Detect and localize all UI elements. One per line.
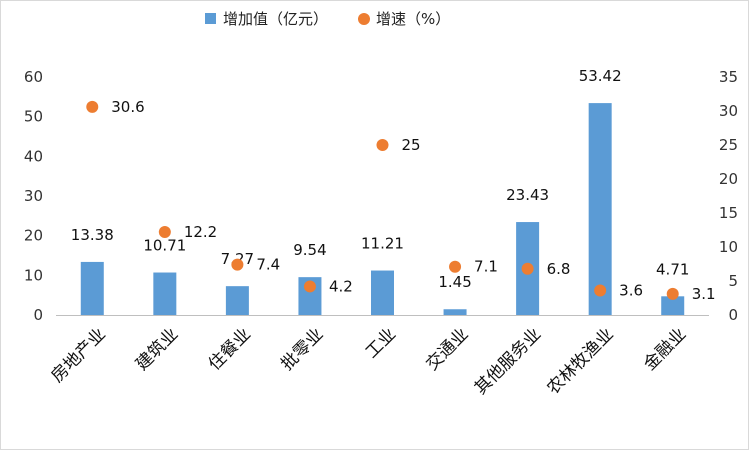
growth-dot: [376, 139, 389, 151]
x-category-label: 批零业: [277, 324, 327, 374]
growth-dot: [521, 262, 534, 275]
bar: [153, 272, 177, 315]
legend-swatch-dot: [358, 13, 370, 25]
y-axis-left: 0 10 20 30 40 50 60: [24, 68, 43, 324]
y-right-tick-label: 15: [719, 204, 738, 222]
y-right-tick-label: 0: [728, 306, 738, 324]
dot-value-label: 25: [402, 136, 421, 154]
growth-dot: [594, 284, 607, 297]
growth-dot: [449, 260, 462, 273]
growth-dot: [86, 100, 99, 113]
bar-series: 13.3810.717.279.5411.211.4523.4353.424.7…: [71, 67, 689, 315]
legend-label-bar: 增加值（亿元）: [223, 10, 328, 28]
growth-dot: [303, 280, 316, 293]
bar-value-label: 9.54: [293, 241, 326, 259]
bar: [371, 270, 394, 315]
x-category-label: 住餐业: [205, 324, 255, 374]
y-left-tick-label: 0: [33, 306, 43, 324]
growth-dot: [231, 258, 244, 271]
bar: [661, 296, 685, 315]
y-right-tick-label: 5: [728, 272, 738, 290]
y-left-tick-label: 30: [24, 187, 43, 205]
dot-value-label: 3.1: [692, 285, 716, 303]
growth-dot: [158, 226, 171, 239]
y-left-tick-label: 60: [24, 68, 43, 86]
bar-value-label: 11.21: [361, 235, 404, 253]
y-left-tick-label: 40: [24, 147, 43, 165]
y-axis-right: 0 5 10 15 20 25 30 35: [719, 68, 738, 324]
x-category-label: 房地产业: [48, 324, 110, 386]
bar: [225, 286, 249, 315]
legend-label-dot: 增速（%）: [376, 10, 450, 28]
bar-value-label: 10.71: [143, 237, 186, 255]
y-left-tick-label: 10: [24, 266, 43, 284]
bar-value-label: 23.43: [506, 186, 549, 204]
bar-value-label: 1.45: [438, 273, 471, 291]
dot-value-label: 4.2: [329, 277, 353, 295]
x-category-label: 金融业: [640, 324, 690, 374]
bar-value-label: 13.38: [71, 226, 114, 244]
x-category-label: 建筑业: [132, 324, 182, 374]
legend: 增加值（亿元） 增速（%）: [205, 10, 450, 28]
dot-value-label: 3.6: [619, 282, 643, 300]
y-left-tick-label: 20: [24, 227, 43, 245]
dot-value-label: 7.4: [256, 256, 280, 274]
dot-value-label: 30.6: [111, 98, 144, 116]
bar: [443, 309, 467, 315]
y-right-tick-label: 25: [719, 136, 738, 154]
bar: [588, 103, 612, 315]
growth-dot: [666, 287, 679, 300]
y-left-tick-label: 50: [24, 108, 43, 126]
x-category-label: 工业: [362, 324, 400, 362]
bar-value-label: 4.71: [656, 260, 689, 278]
dot-value-label: 7.1: [474, 258, 498, 276]
bar: [80, 261, 104, 315]
y-right-tick-label: 30: [719, 102, 738, 120]
dot-value-label: 12.2: [184, 223, 217, 241]
x-category-label: 交通业: [422, 324, 472, 374]
x-category-label: 其他服务业: [471, 324, 545, 398]
x-category-label: 农林牧渔业: [543, 324, 617, 398]
y-right-tick-label: 10: [719, 238, 738, 256]
y-right-tick-label: 20: [719, 170, 738, 188]
dot-series: 30.6 12.2 7.4 4.2 25 7.1 6.8 3.6 3.1: [86, 98, 716, 303]
bar-value-label: 53.42: [579, 67, 622, 85]
legend-swatch-bar: [205, 13, 216, 24]
y-right-tick-label: 35: [719, 68, 738, 86]
dot-value-label: 6.8: [547, 260, 571, 278]
